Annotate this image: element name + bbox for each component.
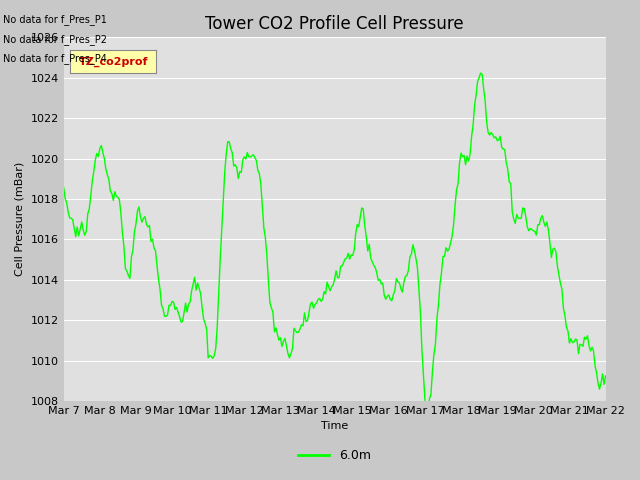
Text: TZ_co2prof: TZ_co2prof xyxy=(79,57,148,67)
Text: No data for f_Pres_P1: No data for f_Pres_P1 xyxy=(3,14,107,25)
Text: No data for f_Pres_P2: No data for f_Pres_P2 xyxy=(3,34,108,45)
Text: No data for f_Pres_P4: No data for f_Pres_P4 xyxy=(3,53,107,64)
X-axis label: Time: Time xyxy=(321,421,348,432)
Title: Tower CO2 Profile Cell Pressure: Tower CO2 Profile Cell Pressure xyxy=(205,15,464,33)
Y-axis label: Cell Pressure (mBar): Cell Pressure (mBar) xyxy=(15,162,25,276)
Legend: 6.0m: 6.0m xyxy=(293,444,376,468)
